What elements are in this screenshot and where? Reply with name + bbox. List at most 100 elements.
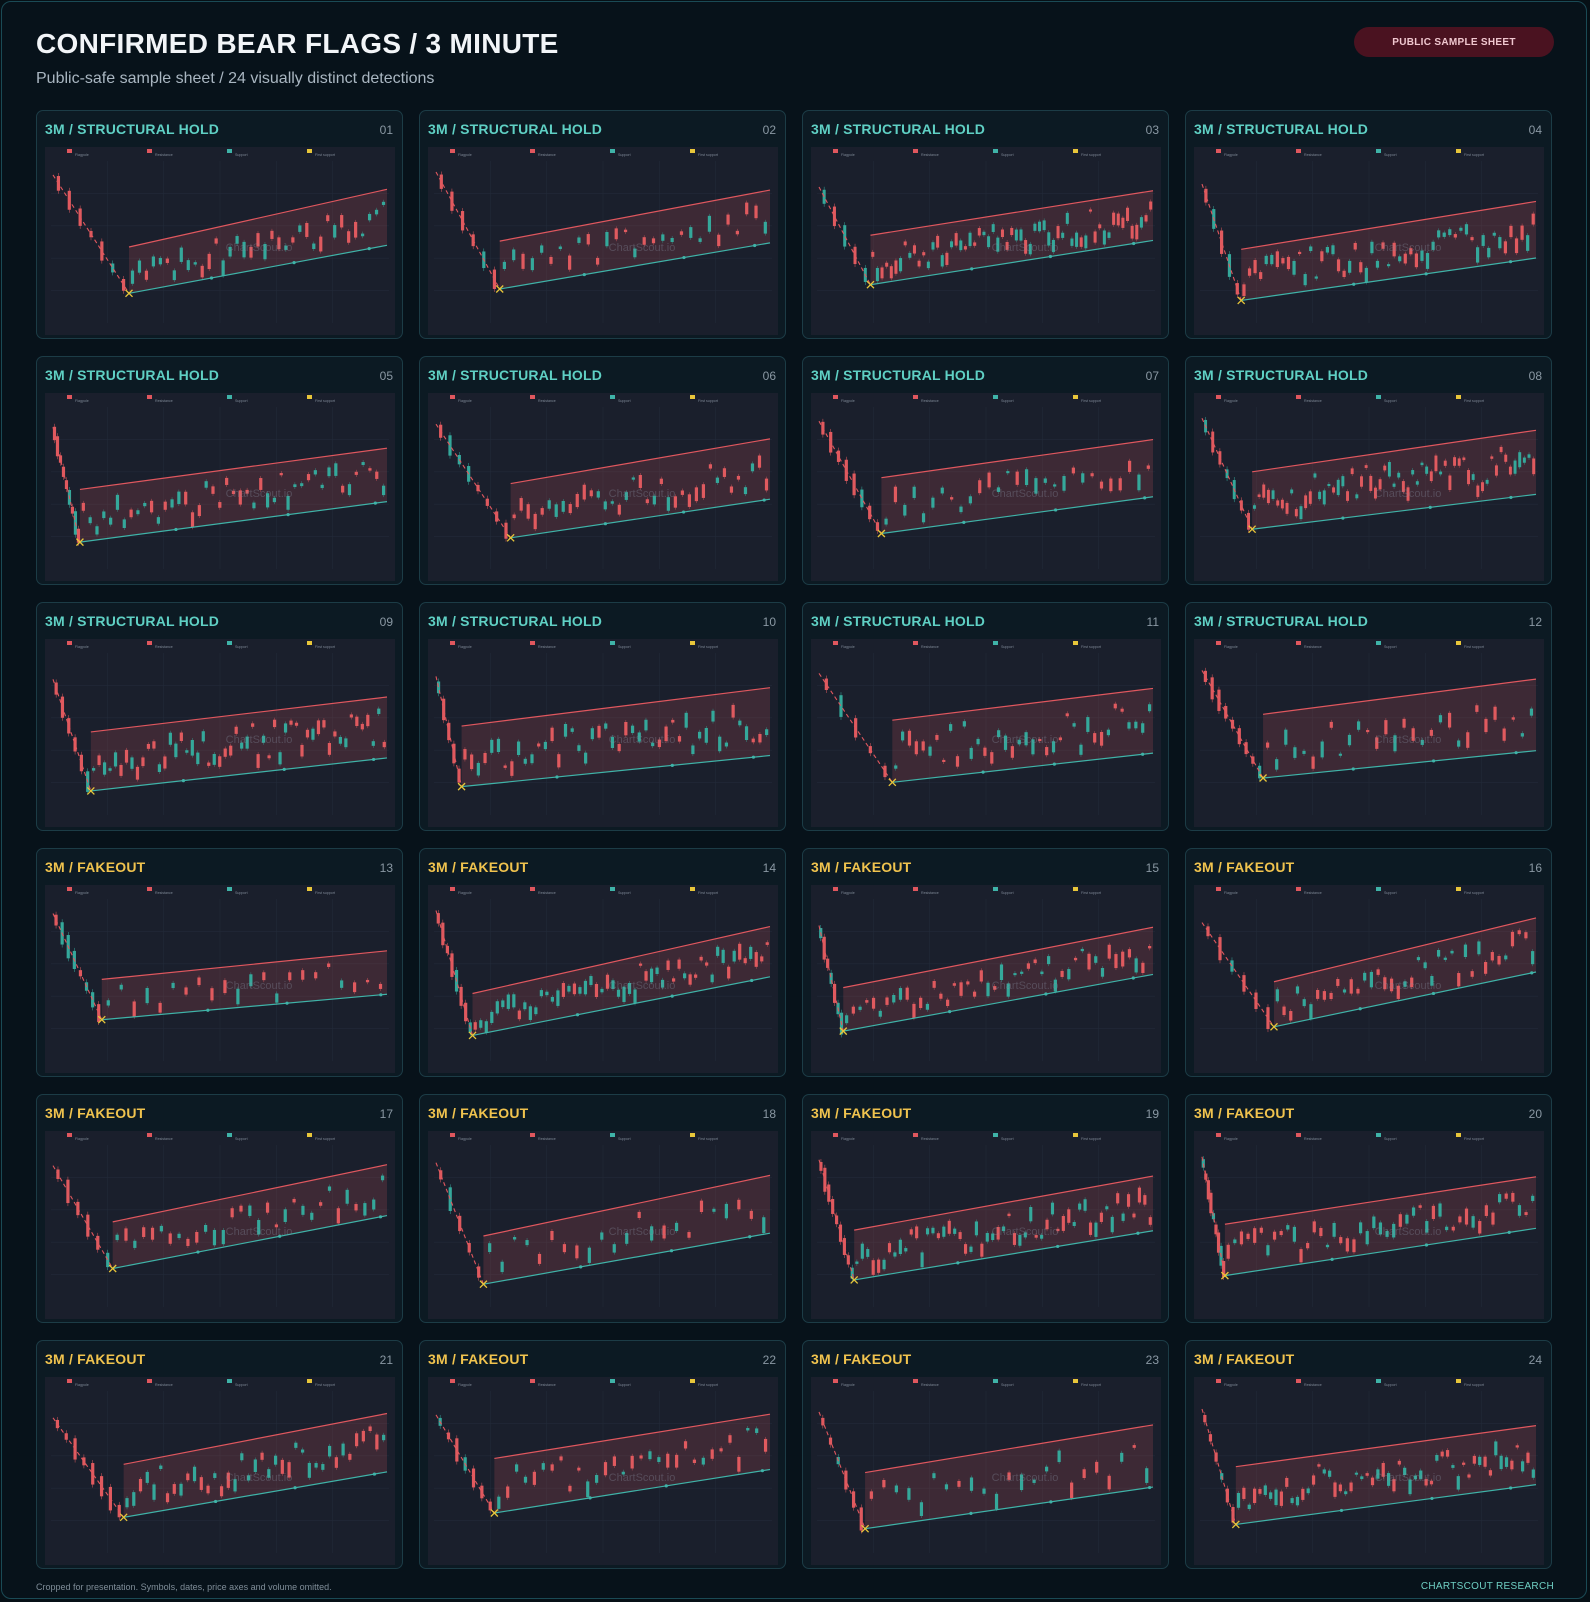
support-touch: [1141, 752, 1145, 756]
legend-label: Flagpole: [75, 399, 89, 403]
legend-label: Support: [1384, 645, 1397, 649]
chart-label: 3M / FAKEOUT: [1194, 1351, 1295, 1367]
support-touch: [670, 763, 674, 767]
support-touch: [664, 1484, 668, 1488]
legend-swatch: [1073, 395, 1078, 399]
legend-swatch: [1456, 1133, 1461, 1137]
chart-number: 19: [1145, 1107, 1159, 1121]
legend-swatch: [610, 149, 615, 153]
public-sample-badge: PUBLIC SAMPLE SHEET: [1354, 27, 1554, 57]
legend-label: Resistance: [1304, 153, 1322, 157]
legend-swatch: [1376, 149, 1381, 153]
legend-label: First support: [315, 1383, 335, 1387]
legend-swatch: [913, 1133, 918, 1137]
legend-label: Flagpole: [841, 153, 855, 157]
support-touch: [1052, 762, 1056, 766]
support-touch: [209, 276, 214, 280]
legend-label: Resistance: [921, 1137, 939, 1141]
support-touch: [181, 779, 186, 783]
watermark: ChartScout.io: [992, 734, 1059, 746]
legend-swatch: [307, 887, 312, 891]
support-touch: [1147, 1485, 1152, 1490]
legend-label: Support: [235, 153, 248, 157]
legend-label: First support: [1081, 1383, 1101, 1387]
chart-number: 05: [379, 369, 393, 383]
chart-label: 3M / STRUCTURAL HOLD: [45, 613, 220, 629]
legend-label: First support: [698, 891, 718, 895]
legend-label: Support: [1384, 153, 1397, 157]
legend-swatch: [1456, 887, 1461, 891]
legend-swatch: [1296, 149, 1301, 153]
candlestick-chart: Flagpole Resistance Support First support Ch…: [811, 393, 1161, 581]
chart-number: 15: [1145, 861, 1159, 875]
support-touch: [1428, 505, 1432, 509]
support-line: [90, 757, 388, 792]
legend-swatch: [610, 395, 615, 399]
chart-card: 3M / STRUCTURAL HOLD 04 Flagpole Resistance…: [1185, 110, 1552, 339]
first-support-marker: [495, 285, 504, 293]
legend-swatch: [1216, 149, 1221, 153]
legend-swatch: [530, 395, 535, 399]
legend-swatch: [147, 149, 152, 153]
resistance-line: [1235, 1425, 1537, 1468]
support-touch: [378, 1215, 383, 1219]
support-touch: [372, 1472, 377, 1476]
support-touch: [588, 1496, 592, 1500]
legend-swatch: [610, 887, 615, 891]
legend-swatch: [1376, 1379, 1381, 1383]
legend-swatch: [227, 149, 232, 153]
flagpole-line: [1201, 1156, 1226, 1276]
chart-number: 24: [1528, 1353, 1542, 1367]
first-support-marker: [97, 1015, 106, 1024]
chart-card: 3M / FAKEOUT 21 Flagpole Resistance Support F…: [36, 1340, 403, 1569]
support-touch: [282, 767, 286, 771]
legend-swatch: [993, 1379, 998, 1383]
legend-swatch: [307, 1133, 312, 1137]
first-support-marker: [861, 1524, 870, 1533]
legend-swatch: [1216, 887, 1221, 891]
legend-swatch: [147, 1379, 152, 1383]
legend-swatch: [530, 1133, 535, 1137]
legend-label: Flagpole: [841, 1137, 855, 1141]
resistance-line: [1241, 200, 1537, 250]
candlestick-chart: Flagpole Resistance Support First support Ch…: [45, 147, 395, 335]
watermark: ChartScout.io: [1375, 980, 1442, 992]
flag-channel: [472, 926, 770, 1036]
support-line: [865, 1486, 1154, 1530]
support-touch: [603, 522, 608, 526]
legend-label: First support: [1464, 645, 1484, 649]
flagpole-line: [52, 426, 81, 543]
support-touch: [1430, 1496, 1434, 1501]
legend-swatch: [1216, 395, 1221, 399]
legend-label: Resistance: [155, 399, 173, 403]
chart-label: 3M / FAKEOUT: [428, 1351, 529, 1367]
legend-label: Resistance: [921, 645, 939, 649]
legend-label: First support: [698, 153, 718, 157]
first-support-marker: [877, 529, 886, 538]
chart-card: 3M / FAKEOUT 22 Flagpole Resistance Support F…: [419, 1340, 786, 1569]
support-line: [79, 501, 388, 543]
legend-swatch: [993, 1133, 998, 1137]
legend-swatch: [690, 641, 695, 645]
legend-label: Flagpole: [75, 1137, 89, 1141]
legend-swatch: [1216, 1379, 1221, 1383]
legend-swatch: [307, 641, 312, 645]
support-touch: [1132, 241, 1136, 246]
candlestick-chart: Flagpole Resistance Support First support Ch…: [45, 393, 395, 581]
support-touch: [750, 978, 754, 983]
legend-swatch: [610, 641, 615, 645]
support-line: [123, 1471, 388, 1518]
chart-card: 3M / STRUCTURAL HOLD 05 Flagpole Resistance…: [36, 356, 403, 585]
chart-label: 3M / STRUCTURAL HOLD: [428, 367, 603, 383]
legend-label: First support: [315, 1137, 335, 1141]
legend-swatch: [1073, 1379, 1078, 1383]
legend-swatch: [227, 887, 232, 891]
resistance-line: [870, 190, 1154, 236]
support-touch: [286, 513, 290, 517]
legend-swatch: [1296, 1379, 1301, 1383]
legend-swatch: [67, 395, 72, 399]
support-touch: [1530, 971, 1534, 975]
chart-number: 17: [379, 1107, 393, 1121]
legend-label: Flagpole: [1224, 399, 1238, 403]
flagpole-line: [1201, 922, 1275, 1028]
